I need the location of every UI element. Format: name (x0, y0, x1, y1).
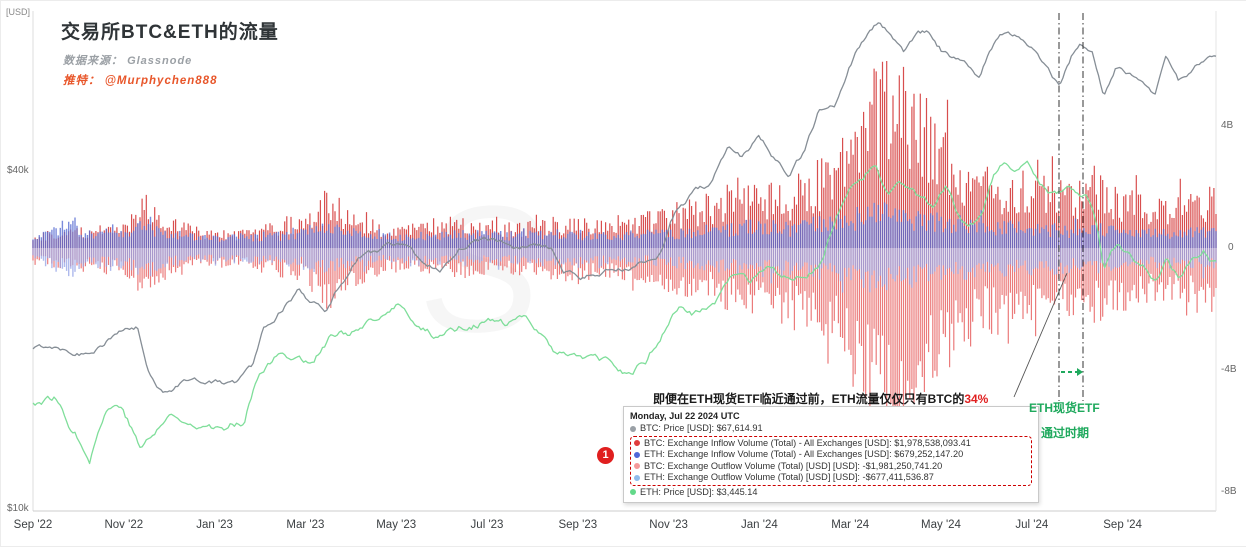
x-tick-Mar-23: Mar '23 (286, 519, 325, 531)
etf-event-label-line1: ETH现货ETF (1029, 401, 1100, 415)
right-tick--8B: -8B (1221, 486, 1237, 497)
x-tick-Sep-23: Sep '23 (558, 519, 598, 531)
twitter-label: 推特： (63, 75, 101, 87)
annotation-main: 即便在ETH现货ETF临近通过前，ETH流量仅仅只有BTC的 (653, 392, 965, 406)
x-tick-Sep-22: Sep '22 (13, 519, 53, 531)
x-tick-Jan-23: Jan '23 (196, 519, 233, 531)
x-tick-May-24: May '24 (921, 519, 961, 531)
data-source-line: 数据来源： Glassnode (63, 52, 192, 68)
annotation-pointer-line (1013, 272, 1068, 398)
x-tick-Nov-23: Nov '23 (649, 519, 688, 531)
left-tick-$10k: $10k (7, 503, 29, 514)
right-tick--4B: -4B (1221, 364, 1237, 375)
btc-inflow-bars (32, 61, 1217, 248)
eth-inflow-bars (32, 202, 1217, 248)
right-tick-4B: 4B (1221, 120, 1234, 131)
btc-price-line (32, 22, 1217, 393)
left-axis-unit: [USD] (6, 7, 31, 17)
x-tick-Jul-24: Jul '24 (1015, 519, 1049, 531)
tooltip-row-eth-inflow: ETH: Exchange Inflow Volume (Total) - Al… (634, 449, 1028, 461)
x-tick-Mar-24: Mar '24 (831, 519, 870, 531)
eth-price-dot-icon (630, 489, 636, 496)
btc-outflow-dot-icon (634, 463, 640, 470)
x-tick-Jul-23: Jul '23 (470, 519, 504, 531)
btc-inflow-dot-icon (634, 440, 640, 447)
source-value: Glassnode (127, 55, 193, 67)
etf-period-arrow-head-icon (1077, 368, 1083, 376)
x-tick-May-23: May '23 (376, 519, 417, 531)
source-label: 数据来源： (63, 55, 123, 67)
tooltip-row-btc-inflow: BTC: Exchange Inflow Volume (Total) - Al… (634, 438, 1028, 450)
x-tick-Jan-24: Jan '24 (741, 519, 778, 531)
watermark: S (421, 169, 541, 370)
left-tick-$40k: $40k (7, 164, 29, 176)
chart-tooltip: Monday, Jul 22 2024 UTC BTC: Price [USD]… (623, 406, 1039, 503)
chart-title: 交易所BTC&ETH的流量 (61, 22, 279, 43)
tooltip-row-btc-outflow: BTC: Exchange Outflow Volume (Total) [US… (634, 461, 1028, 473)
tooltip-row-eth-outflow: ETH: Exchange Outflow Volume (Total) [US… (634, 472, 1028, 484)
eth-inflow-dot-icon (634, 451, 640, 458)
tooltip-row-eth-price: ETH: Price [USD]: $3,445.14 (630, 487, 1032, 499)
flow-highlight-box: BTC: Exchange Inflow Volume (Total) - Al… (630, 435, 1032, 486)
x-tick-Nov-22: Nov '22 (104, 519, 144, 531)
eth-outflow-bars (32, 248, 1217, 293)
x-tick-Sep-24: Sep '24 (1103, 519, 1142, 531)
annotation-text: 即便在ETH现货ETF临近通过前，ETH流量仅仅只有BTC的34% (653, 390, 988, 407)
tooltip-date: Monday, Jul 22 2024 UTC (630, 411, 740, 421)
etf-event-label-line2: 通过时期 (1041, 426, 1090, 440)
twitter-handle-line: 推特： @Murphychen888 (63, 72, 217, 88)
twitter-value: @Murphychen888 (104, 75, 218, 87)
eth-price-line (32, 160, 1217, 465)
btc-price-dot-icon (630, 425, 636, 432)
eth-outflow-dot-icon (634, 474, 640, 481)
annotation-highlight: 34% (964, 392, 989, 406)
right-tick-0: 0 (1228, 242, 1234, 253)
annotation-badge-1: 1 (597, 447, 614, 464)
tooltip-row-btc-price: BTC: Price [USD]: $67,614.91 (630, 423, 1032, 435)
